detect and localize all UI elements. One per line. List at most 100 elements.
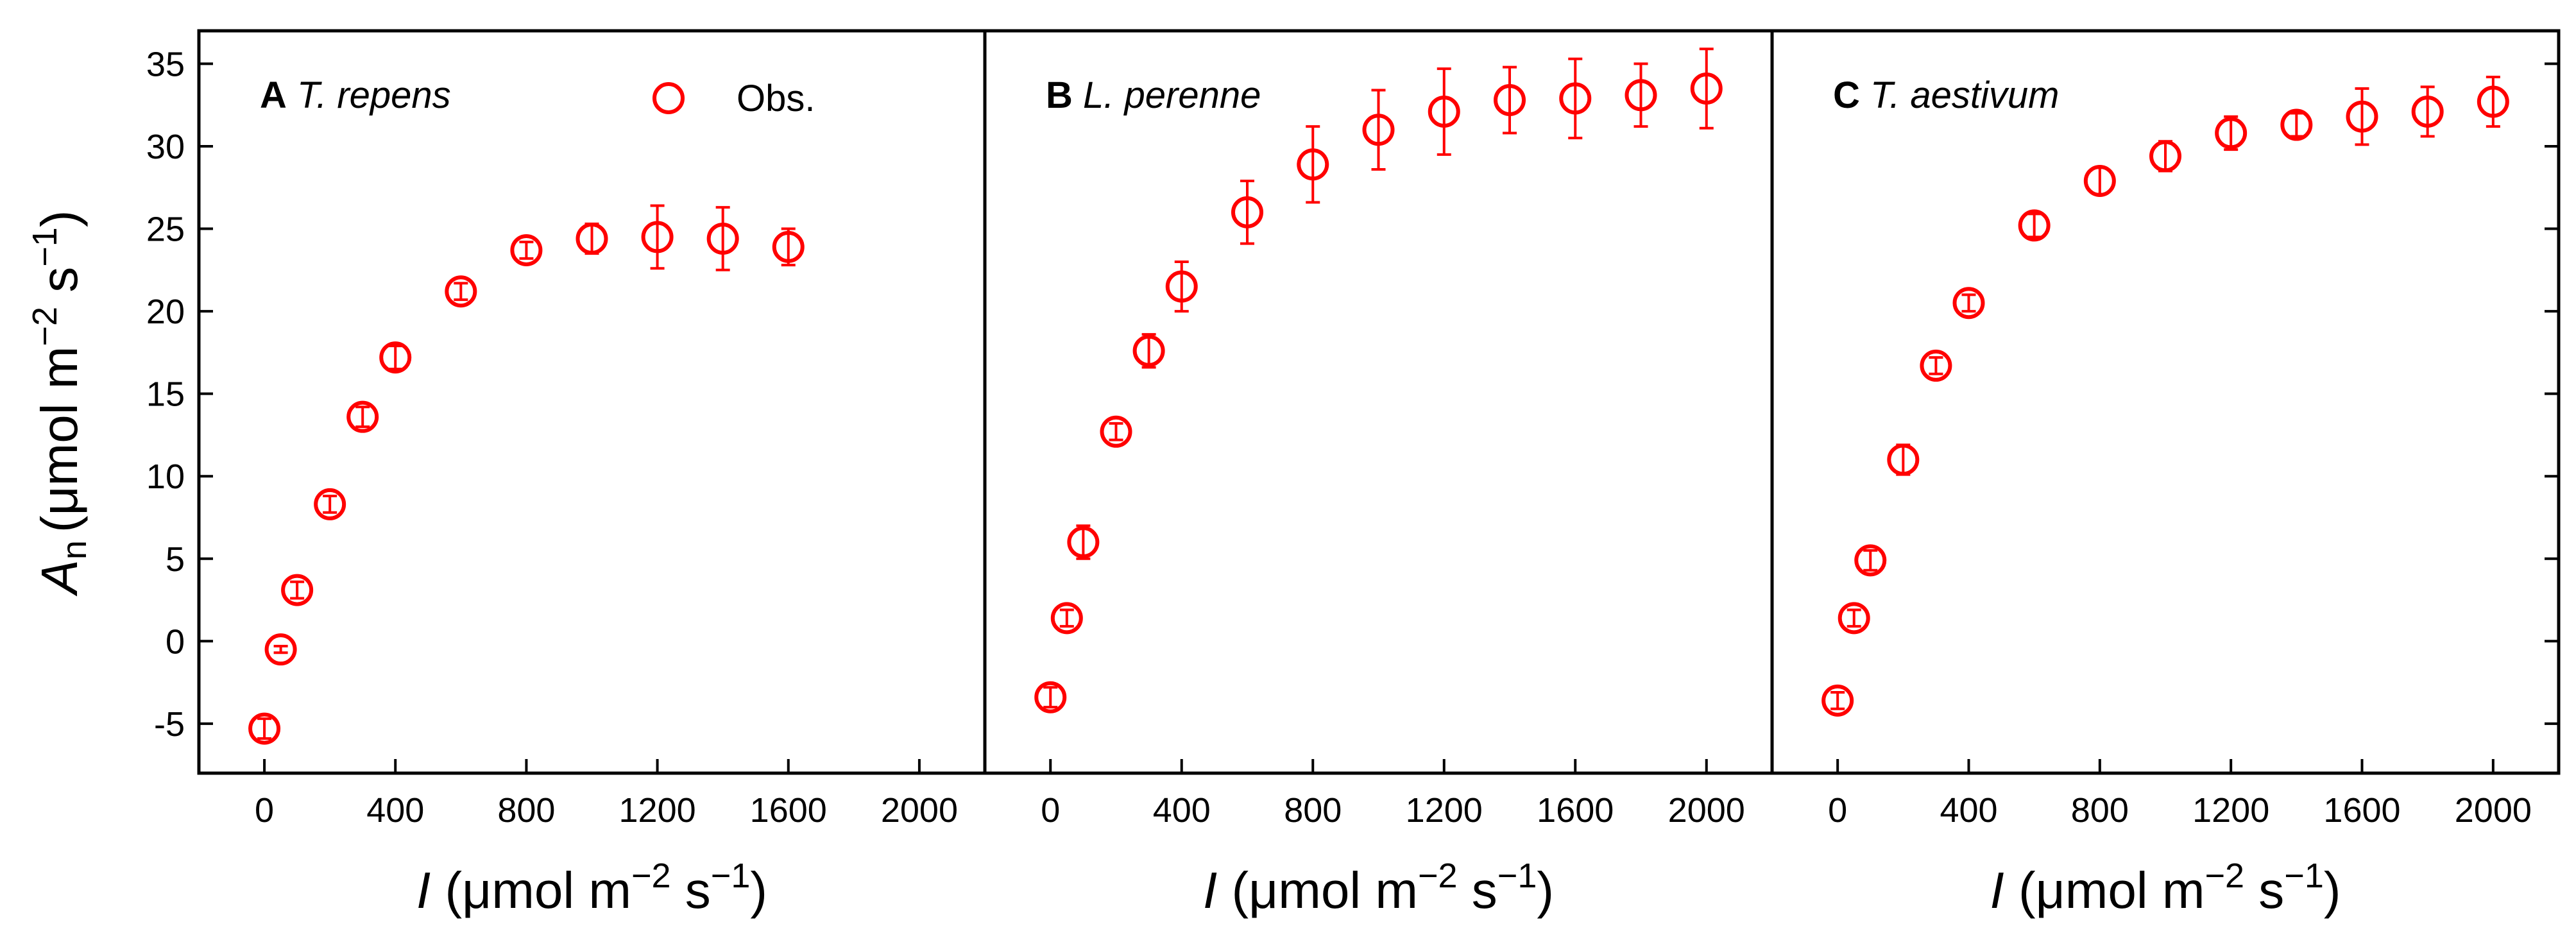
y-axis-units: s bbox=[31, 267, 88, 307]
data-point bbox=[2215, 115, 2248, 151]
obs-marker bbox=[1050, 602, 1083, 635]
obs-marker bbox=[2411, 95, 2444, 128]
obs-marker bbox=[1165, 270, 1198, 303]
obs-marker bbox=[1821, 684, 1854, 717]
legend: Obs. bbox=[653, 78, 815, 119]
panel-species: L. perenne bbox=[1073, 74, 1261, 116]
data-point bbox=[706, 206, 739, 271]
panel-title: C T. aestivum bbox=[1833, 74, 2059, 116]
x-axis-exponent: −1 bbox=[1497, 857, 1537, 895]
x-tick-label: 0 bbox=[1828, 791, 1847, 830]
x-tick-label: 1200 bbox=[2192, 791, 2269, 830]
obs-marker bbox=[1952, 287, 1985, 320]
x-axis-exponent: −2 bbox=[631, 857, 671, 895]
x-tick-label: 1600 bbox=[2323, 791, 2400, 830]
obs-marker bbox=[1559, 82, 1592, 115]
x-tick-label: 400 bbox=[1940, 791, 1997, 830]
x-tick-label: 2000 bbox=[2455, 791, 2532, 830]
obs-marker bbox=[1690, 72, 1723, 105]
obs-marker bbox=[1297, 148, 1329, 181]
x-tick-label: 0 bbox=[1041, 791, 1060, 830]
data-point bbox=[445, 275, 477, 308]
data-point bbox=[1132, 333, 1165, 369]
panel-title: A T. repens bbox=[260, 74, 451, 116]
x-axis-units: (μmol m bbox=[1217, 862, 1418, 919]
obs-marker bbox=[1625, 79, 1657, 112]
x-tick-label: 1200 bbox=[1406, 791, 1483, 830]
obs-marker bbox=[248, 712, 281, 745]
obs-marker bbox=[1494, 83, 1526, 116]
x-axis-exponent: −2 bbox=[2205, 857, 2244, 895]
obs-marker bbox=[264, 633, 297, 666]
x-axis-title: I (μmol m−2 s−1) bbox=[1203, 857, 1554, 919]
x-tick-label: 0 bbox=[255, 791, 274, 830]
panel-title: B L. perenne bbox=[1046, 74, 1261, 116]
obs-marker bbox=[1854, 544, 1887, 577]
data-point bbox=[1034, 681, 1067, 713]
x-tick-label: 2000 bbox=[881, 791, 958, 830]
x-tick-label: 1600 bbox=[750, 791, 827, 830]
y-axis-subscript: n bbox=[55, 540, 94, 559]
data-point bbox=[1625, 62, 1657, 128]
x-tick-label: 1600 bbox=[1537, 791, 1614, 830]
x-axis-symbol: I bbox=[1990, 862, 2004, 919]
data-point bbox=[510, 234, 543, 266]
obs-marker bbox=[1428, 95, 1460, 128]
y-axis-units: ) bbox=[31, 210, 88, 228]
y-axis-exponent: −2 bbox=[26, 307, 64, 346]
legend-marker bbox=[653, 82, 685, 114]
obs-marker bbox=[2215, 117, 2248, 149]
x-axis-title: I (μmol m−2 s−1) bbox=[1990, 857, 2341, 919]
obs-marker bbox=[1920, 349, 1952, 382]
data-point bbox=[1854, 544, 1887, 577]
data-point bbox=[1952, 287, 1985, 320]
data-point bbox=[1428, 67, 1460, 156]
obs-marker bbox=[2149, 140, 2181, 173]
x-tick-label: 800 bbox=[2071, 791, 2129, 830]
y-tick-label: -5 bbox=[154, 705, 185, 744]
data-point bbox=[1838, 602, 1870, 635]
obs-marker bbox=[2280, 108, 2313, 141]
data-point bbox=[1920, 349, 1952, 382]
obs-marker bbox=[2477, 85, 2509, 118]
data-point bbox=[2083, 164, 2116, 197]
x-axis-exponent: −1 bbox=[2284, 857, 2324, 895]
x-axis-units: ) bbox=[750, 862, 767, 919]
x-tick-label: 1200 bbox=[619, 791, 696, 830]
obs-marker bbox=[346, 400, 379, 433]
data-point bbox=[314, 488, 346, 520]
data-point bbox=[379, 341, 412, 374]
y-tick-label: 20 bbox=[146, 293, 185, 331]
x-axis-symbol: I bbox=[1203, 862, 1217, 919]
panel-species: T. aestivum bbox=[1860, 74, 2060, 116]
y-tick-label: 35 bbox=[146, 45, 185, 83]
x-axis-exponent: −2 bbox=[1418, 857, 1458, 895]
y-tick-label: 10 bbox=[146, 457, 185, 496]
obs-marker bbox=[2083, 164, 2116, 197]
panel-letter: C bbox=[1833, 74, 1860, 116]
obs-marker bbox=[2018, 209, 2051, 242]
obs-marker bbox=[281, 574, 314, 606]
obs-marker bbox=[706, 222, 739, 255]
data-point bbox=[346, 400, 379, 433]
obs-marker bbox=[445, 275, 477, 308]
data-point bbox=[1690, 47, 1723, 130]
obs-marker bbox=[379, 341, 412, 374]
obs-marker bbox=[1362, 114, 1395, 146]
outer-frame bbox=[197, 29, 2561, 775]
obs-marker bbox=[1132, 334, 1165, 367]
x-axis-units: s bbox=[2244, 862, 2284, 919]
data-point bbox=[772, 227, 805, 267]
data-point bbox=[2346, 87, 2378, 146]
plot-frame bbox=[197, 29, 2561, 775]
x-axis-units: (μmol m bbox=[431, 862, 631, 919]
x-axis-symbol: I bbox=[416, 862, 431, 919]
y-axis-units: (μmol m bbox=[31, 346, 88, 533]
data-point bbox=[1297, 125, 1329, 204]
legend-label: Obs. bbox=[737, 78, 815, 119]
x-axis-units: (μmol m bbox=[2004, 862, 2205, 919]
panel-b: 0 400 800 1200 1600 2000 B L. perenne I (μmol m… bbox=[1034, 47, 1745, 919]
y-tick-label: 0 bbox=[166, 622, 185, 661]
obs-marker bbox=[576, 222, 608, 255]
data-point bbox=[264, 633, 297, 666]
